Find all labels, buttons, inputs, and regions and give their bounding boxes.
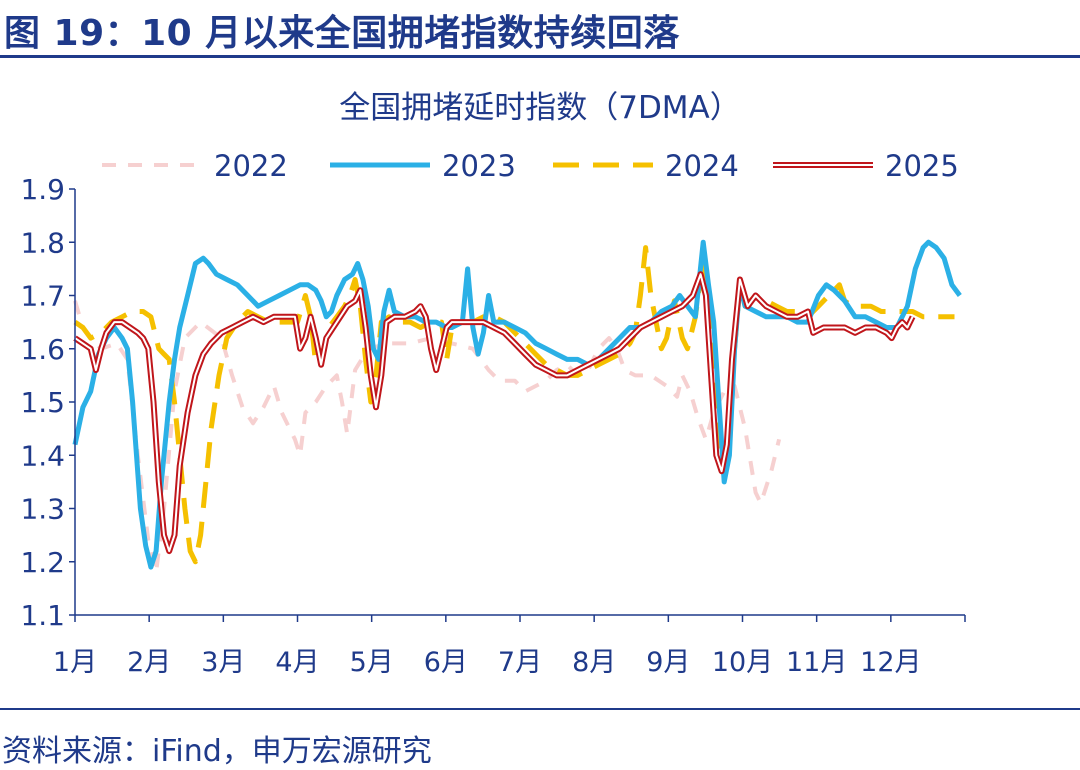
header-rule [0, 55, 1080, 58]
legend-label: 2024 [665, 149, 739, 183]
legend-entry-2025: 2025 [773, 149, 959, 183]
chart-title: 全国拥堵延时指数（7DMA） [339, 90, 741, 126]
y-tick-label: 1.4 [20, 439, 65, 472]
chart: 全国拥堵延时指数（7DMA） 2022 2023 2024 2025 1.11.21.… [20, 90, 966, 678]
y-tick-label: 1.1 [20, 599, 65, 632]
y-tick-label: 1.3 [20, 493, 65, 526]
y-tick-label: 1.9 [20, 173, 65, 206]
x-tick-label: 12月 [860, 647, 921, 678]
x-tick-label: 1月 [53, 647, 97, 678]
x-tick-label: 11月 [786, 647, 847, 678]
legend-entry-2022: 2022 [102, 149, 288, 183]
series-line-2023 [72, 239, 962, 570]
y-tick-label: 1.6 [20, 333, 65, 366]
y-tick-label: 1.2 [20, 546, 65, 579]
x-tick-label: 8月 [572, 647, 616, 678]
axes: 1.1 1.2 1.3 1.4 1.5 1.6 1.7 1.8 1.9 1月 2月 3月 4月 5月 6月 7… [20, 173, 966, 678]
series-line-2024 [73, 245, 955, 565]
series-2025 [73, 271, 916, 555]
series-line-inner-2025 [74, 273, 914, 553]
x-tick-label: 5月 [350, 647, 394, 678]
y-tick-label: 1.8 [20, 226, 65, 259]
x-tick-label: 6月 [424, 647, 468, 678]
legend-label: 2022 [214, 149, 288, 183]
series-2023 [72, 239, 962, 570]
legend-entry-2023: 2023 [330, 149, 516, 183]
footer-rule [0, 708, 1080, 710]
legend-entry-2024: 2024 [553, 149, 739, 183]
plot-area [72, 239, 962, 575]
x-tick-label: 3月 [201, 647, 245, 678]
legend-label: 2023 [442, 149, 516, 183]
legend-label: 2025 [885, 149, 959, 183]
x-tick-label: 7月 [498, 647, 542, 678]
x-tick-label: 4月 [275, 647, 319, 678]
figure-title: 图 19：10 月以来全国拥堵指数持续回落 [4, 13, 680, 54]
x-tick-label: 10月 [712, 647, 773, 678]
series-2024 [73, 245, 955, 565]
x-tick-label: 9月 [646, 647, 690, 678]
series-line-2022 [73, 300, 782, 575]
legend: 2022 2023 2024 2025 [102, 149, 959, 183]
figure-header: 图 19：10 月以来全国拥堵指数持续回落 [0, 0, 1080, 58]
x-tick-label: 2月 [127, 647, 171, 678]
y-tick-label: 1.7 [20, 280, 65, 313]
y-tick-label: 1.5 [20, 386, 65, 419]
source-note: 资料来源：iFind，申万宏源研究 [2, 734, 432, 769]
series-2022 [73, 300, 782, 575]
